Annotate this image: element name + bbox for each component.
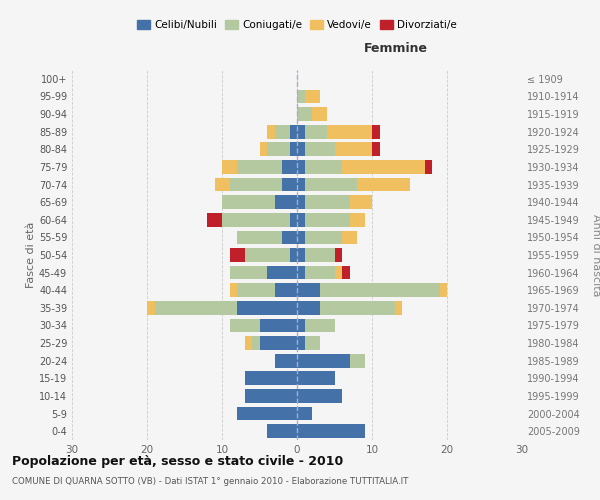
Bar (237, 406, 297, 420)
Bar (372, 142, 380, 156)
Text: Popolazione per età, sesso e stato civile - 2010: Popolazione per età, sesso e stato civil… (12, 455, 343, 468)
Bar (222, 213, 290, 226)
Bar (320, 301, 395, 314)
Bar (245, 372, 297, 385)
Bar (237, 230, 282, 244)
Bar (229, 266, 267, 280)
Bar (237, 160, 282, 174)
Bar (297, 424, 365, 438)
Bar (275, 196, 297, 209)
Bar (305, 213, 349, 226)
Bar (222, 196, 275, 209)
Bar (290, 213, 297, 226)
Bar (297, 248, 305, 262)
Y-axis label: Fasce di età: Fasce di età (26, 222, 36, 288)
Bar (335, 248, 342, 262)
Bar (237, 284, 275, 297)
Bar (275, 354, 297, 368)
Bar (260, 318, 297, 332)
Bar (297, 196, 305, 209)
Bar (297, 301, 320, 314)
Bar (305, 266, 335, 280)
Bar (297, 230, 305, 244)
Bar (229, 284, 237, 297)
Bar (395, 301, 402, 314)
Bar (155, 301, 237, 314)
Bar (245, 336, 252, 350)
Bar (260, 142, 267, 156)
Bar (267, 125, 275, 138)
Bar (305, 230, 342, 244)
Bar (342, 266, 349, 280)
Bar (267, 266, 297, 280)
Bar (439, 284, 447, 297)
Text: COMUNE DI QUARNA SOTTO (VB) - Dati ISTAT 1° gennaio 2010 - Elaborazione TUTTITAL: COMUNE DI QUARNA SOTTO (VB) - Dati ISTAT… (12, 478, 409, 486)
Bar (320, 284, 439, 297)
Bar (342, 160, 425, 174)
Bar (290, 125, 297, 138)
Bar (297, 213, 305, 226)
Bar (245, 389, 297, 403)
Bar (282, 160, 297, 174)
Bar (297, 90, 305, 104)
Bar (229, 248, 245, 262)
Bar (349, 354, 365, 368)
Bar (305, 125, 327, 138)
Bar (297, 125, 305, 138)
Bar (229, 318, 260, 332)
Bar (207, 213, 222, 226)
Bar (297, 406, 312, 420)
Bar (297, 284, 320, 297)
Bar (349, 196, 372, 209)
Bar (290, 248, 297, 262)
Bar (297, 142, 305, 156)
Bar (297, 266, 305, 280)
Bar (282, 230, 297, 244)
Bar (335, 266, 342, 280)
Bar (290, 142, 297, 156)
Bar (425, 160, 432, 174)
Bar (327, 125, 372, 138)
Bar (312, 107, 327, 121)
Bar (222, 160, 237, 174)
Bar (252, 336, 260, 350)
Y-axis label: Anni di nascita: Anni di nascita (590, 214, 600, 296)
Bar (297, 178, 305, 192)
Bar (245, 248, 290, 262)
Bar (297, 372, 335, 385)
Bar (372, 125, 380, 138)
Bar (229, 178, 282, 192)
Bar (342, 230, 357, 244)
Bar (297, 318, 305, 332)
Bar (260, 336, 297, 350)
Bar (147, 301, 155, 314)
Bar (297, 354, 349, 368)
Bar (297, 107, 312, 121)
Bar (282, 178, 297, 192)
Bar (275, 284, 297, 297)
Bar (305, 336, 320, 350)
Bar (305, 248, 335, 262)
Bar (215, 178, 229, 192)
Bar (267, 142, 290, 156)
Bar (267, 424, 297, 438)
Bar (335, 142, 372, 156)
Bar (297, 336, 305, 350)
Bar (297, 160, 305, 174)
Bar (297, 389, 342, 403)
Legend: Celibi/Nubili, Coniugati/e, Vedovi/e, Divorziati/e: Celibi/Nubili, Coniugati/e, Vedovi/e, Di… (133, 16, 461, 34)
Bar (349, 213, 365, 226)
Bar (305, 178, 357, 192)
Text: Femmine: Femmine (364, 42, 428, 55)
Bar (305, 318, 335, 332)
Bar (305, 196, 349, 209)
Bar (305, 160, 342, 174)
Bar (305, 142, 335, 156)
Bar (305, 90, 320, 104)
Bar (357, 178, 409, 192)
Bar (275, 125, 290, 138)
Bar (237, 301, 297, 314)
